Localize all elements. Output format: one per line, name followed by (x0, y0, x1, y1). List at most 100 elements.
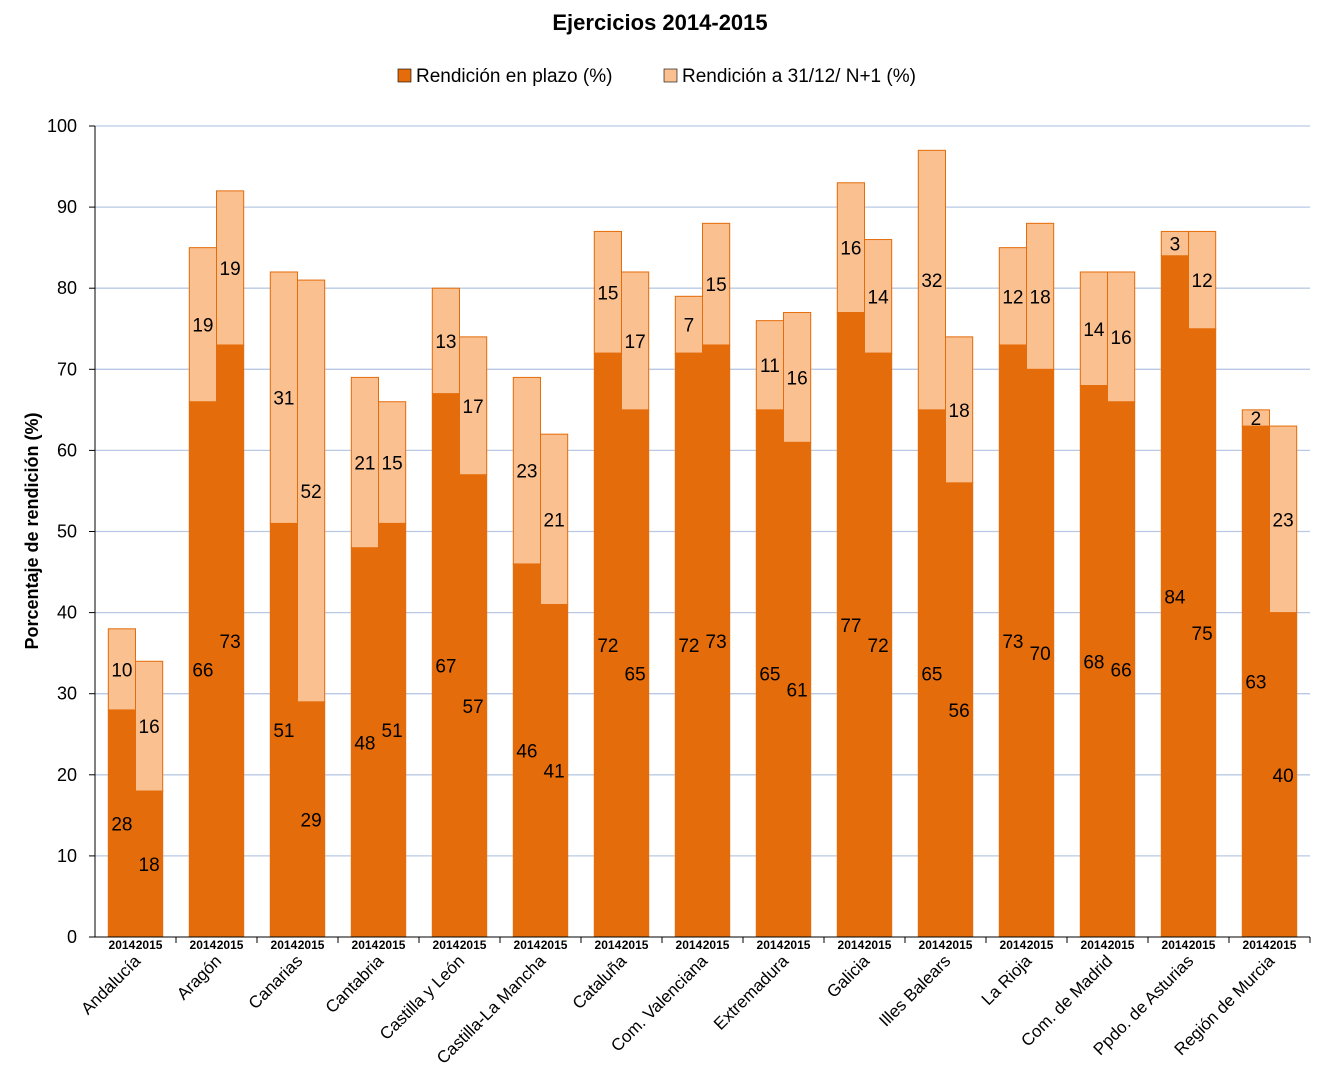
x-year-label: 2014 (757, 938, 784, 952)
bar-a-31-12 (431, 287, 460, 395)
bar-a-31-12 (621, 271, 650, 411)
data-label-en-plazo: 56 (949, 701, 970, 722)
x-category-label: Andalucía (77, 951, 144, 1018)
x-year-label: 2014 (1162, 938, 1189, 952)
data-labels: 2810181666197319513129524821511567135717… (111, 235, 1293, 876)
chart-title: Ejercicios 2014-2015 (552, 10, 767, 35)
data-label-a-31-12: 32 (921, 271, 942, 292)
bar-a-31-12 (836, 182, 865, 314)
bar-a-31-12 (269, 271, 298, 524)
x-year-label: 2015 (1108, 938, 1135, 952)
bar-en-plazo (702, 344, 731, 938)
bar-a-31-12 (297, 279, 326, 703)
data-label-a-31-12: 19 (192, 316, 213, 337)
data-label-a-31-12: 21 (354, 454, 375, 475)
x-year-label: 2014 (190, 938, 217, 952)
data-label-a-31-12: 16 (139, 717, 160, 738)
data-label-a-31-12: 23 (1273, 510, 1294, 531)
legend-label-en-plazo: Rendición en plazo (%) (416, 66, 612, 87)
bar-a-31-12 (1107, 271, 1136, 403)
x-year-label: 2015 (1027, 938, 1054, 952)
data-label-en-plazo: 29 (301, 810, 322, 831)
x-category-label: Cataluña (569, 951, 631, 1013)
data-label-a-31-12: 12 (1192, 271, 1213, 292)
x-year-label: 2014 (109, 938, 136, 952)
bar-a-31-12 (1269, 425, 1298, 614)
data-label-en-plazo: 73 (1002, 632, 1023, 653)
data-label-en-plazo: 41 (544, 762, 565, 783)
bar-a-31-12 (188, 247, 218, 403)
data-label-en-plazo: 51 (273, 721, 294, 742)
bar-en-plazo (593, 352, 622, 938)
bar-a-31-12 (945, 336, 974, 484)
x-category-label: Canarias (245, 951, 307, 1013)
bar-a-31-12 (216, 190, 245, 346)
bar-a-31-12 (540, 433, 569, 605)
x-category-label: Galicia (823, 951, 874, 1002)
data-label-en-plazo: 66 (192, 660, 213, 681)
legend: Rendición en plazo (%) Rendición a 31/12… (397, 66, 916, 87)
data-label-en-plazo: 63 (1245, 673, 1266, 694)
data-label-a-31-12: 23 (516, 462, 537, 483)
bar-en-plazo (1107, 401, 1136, 938)
x-year-label: 2015 (460, 938, 487, 952)
data-label-a-31-12: 19 (220, 259, 241, 280)
bar-a-31-12 (1241, 409, 1271, 427)
data-label-en-plazo: 65 (921, 664, 942, 685)
data-label-en-plazo: 73 (220, 632, 241, 653)
bar-a-31-12 (1026, 222, 1055, 370)
axes (89, 125, 1311, 943)
x-category-label: La Rioja (978, 951, 1036, 1009)
data-label-a-31-12: 3 (1170, 235, 1181, 256)
data-label-a-31-12: 21 (544, 510, 565, 531)
x-year-label: 2014 (514, 938, 541, 952)
data-label-en-plazo: 48 (354, 733, 375, 754)
x-year-label: 2014 (352, 938, 379, 952)
bar-a-31-12 (864, 239, 893, 354)
data-label-en-plazo: 67 (435, 656, 456, 677)
y-tick-label: 0 (67, 927, 77, 947)
bar-en-plazo (1079, 385, 1109, 938)
data-label-en-plazo: 65 (625, 664, 646, 685)
data-label-en-plazo: 77 (840, 616, 861, 637)
data-label-en-plazo: 73 (706, 632, 727, 653)
data-label-a-31-12: 16 (787, 368, 808, 389)
data-label-en-plazo: 72 (678, 636, 699, 657)
data-label-en-plazo: 66 (1111, 660, 1132, 681)
data-label-en-plazo: 46 (516, 741, 537, 762)
x-category-label: Aragón (173, 951, 225, 1003)
bar-en-plazo (1269, 612, 1298, 938)
bar-en-plazo (621, 409, 650, 938)
data-label-en-plazo: 28 (111, 814, 132, 835)
y-axis-ticks: 0 10 20 30 40 50 60 70 80 90 100 (47, 116, 77, 947)
data-label-a-31-12: 18 (1030, 287, 1051, 308)
bar-en-plazo (674, 352, 703, 938)
x-year-label: 2015 (1189, 938, 1216, 952)
bar-en-plazo (188, 401, 218, 938)
y-tick-label: 30 (57, 684, 77, 704)
x-year-label: 2015 (541, 938, 568, 952)
x-year-label: 2015 (298, 938, 325, 952)
bar-a-31-12 (783, 312, 812, 443)
data-label-en-plazo: 70 (1030, 644, 1051, 665)
x-year-label: 2014 (676, 938, 703, 952)
x-year-label: 2015 (703, 938, 730, 952)
bar-en-plazo (836, 312, 865, 938)
x-year-label: 2014 (1243, 938, 1270, 952)
data-label-a-31-12: 14 (1083, 320, 1105, 341)
y-tick-label: 70 (57, 359, 77, 379)
x-year-label: 2015 (865, 938, 892, 952)
y-tick-label: 80 (57, 278, 77, 298)
legend-swatch-a-31-12 (663, 68, 678, 83)
x-year-label: 2014 (433, 938, 460, 952)
bar-en-plazo (269, 522, 298, 938)
data-label-a-31-12: 31 (273, 389, 294, 410)
data-label-en-plazo: 51 (382, 721, 403, 742)
bar-a-31-12 (378, 401, 407, 524)
data-label-en-plazo: 75 (1192, 624, 1213, 645)
data-label-en-plazo: 84 (1164, 587, 1186, 608)
bars (107, 149, 1298, 938)
x-year-label: 2014 (595, 938, 622, 952)
data-label-a-31-12: 18 (949, 401, 970, 422)
